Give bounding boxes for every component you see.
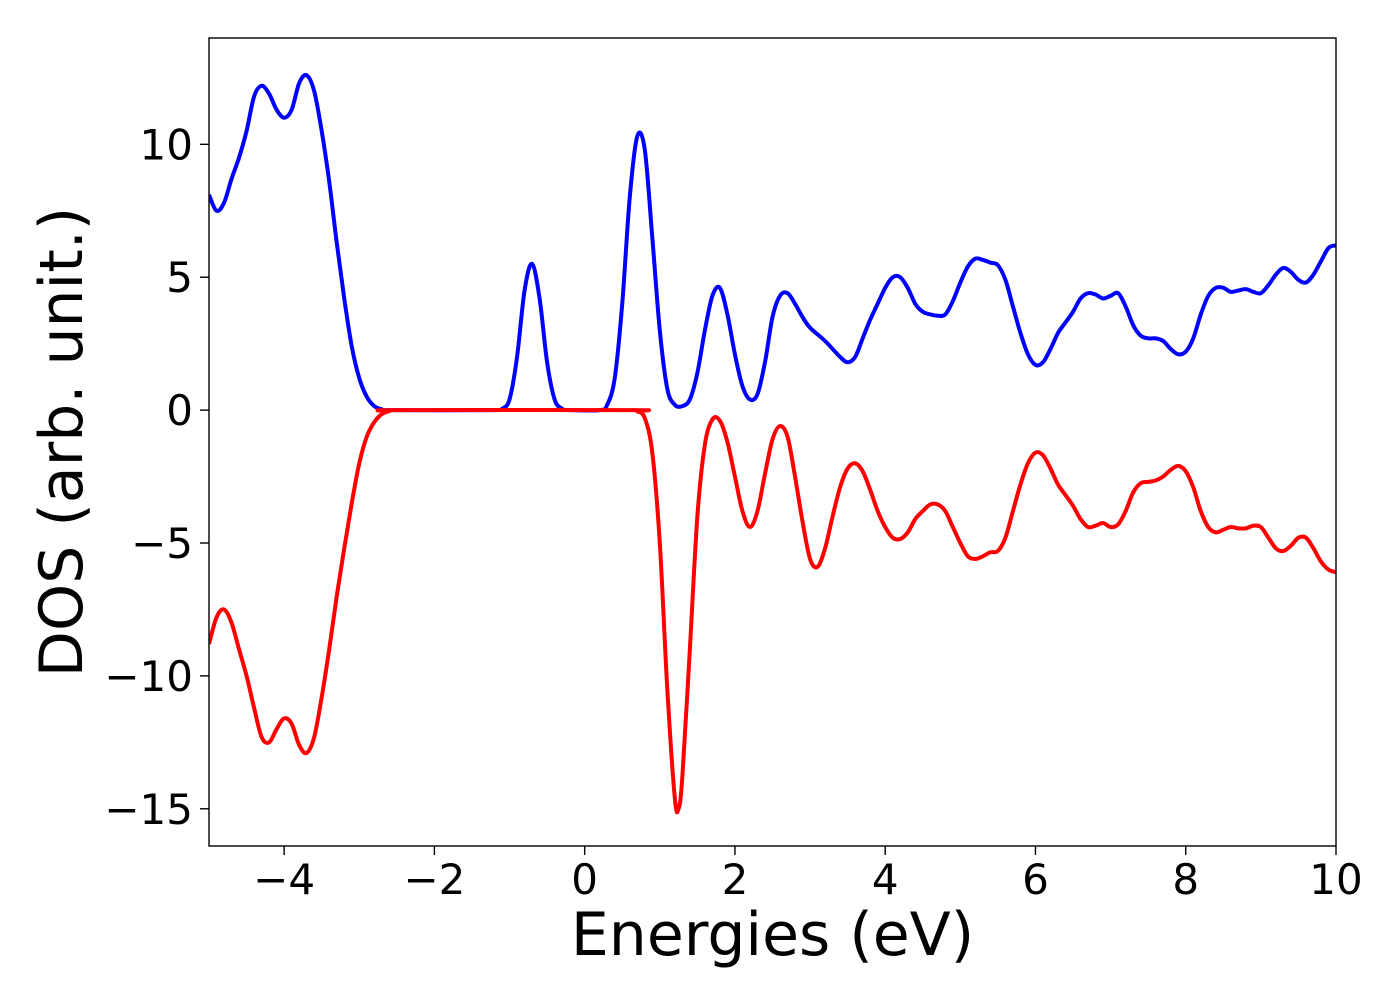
y-tick-label: 0: [166, 386, 193, 435]
x-tick-label: 6: [1022, 855, 1049, 904]
x-tick-label: −4: [253, 855, 315, 904]
series-layer: [209, 72, 1336, 815]
x-tick-label: 0: [571, 855, 598, 904]
series-line-1: [209, 407, 1336, 815]
y-tick-label: 5: [166, 253, 193, 302]
y-tick-label: 10: [140, 120, 193, 169]
x-tick-label: 4: [872, 855, 899, 904]
y-axis: 10 5 0 −5 −10 −15: [104, 120, 209, 834]
y-tick-label: −15: [104, 785, 193, 834]
y-tick-label: −10: [104, 652, 193, 701]
x-tick-label: 10: [1309, 855, 1362, 904]
y-axis-title: DOS (arb. unit.): [27, 207, 97, 677]
x-tick-label: 2: [722, 855, 749, 904]
x-axis-title: Energies (eV): [571, 900, 974, 970]
x-tick-label: −2: [403, 855, 465, 904]
x-tick-label: 8: [1172, 855, 1199, 904]
series-line-0: [209, 72, 1336, 413]
x-axis: −4 −2 0 2 4 6 8 10: [253, 846, 1363, 904]
y-tick-label: −5: [131, 519, 193, 568]
plot-frame: [208, 37, 1337, 847]
